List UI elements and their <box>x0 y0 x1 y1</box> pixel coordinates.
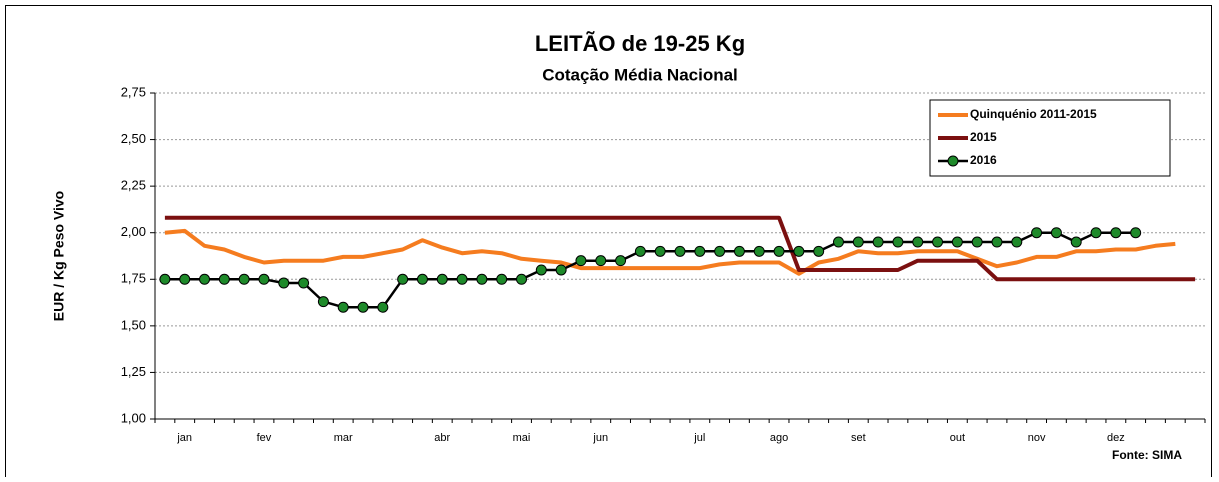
point-marker <box>1031 227 1043 239</box>
y-tick-label: 1,50 <box>121 317 146 332</box>
point-marker <box>753 245 765 257</box>
y-axis-label: EUR / Kg Peso Vivo <box>51 191 67 321</box>
point-marker <box>535 264 547 276</box>
point-marker <box>377 301 389 313</box>
point-marker <box>357 301 369 313</box>
point-marker <box>1070 236 1082 248</box>
y-tick-label: 1,25 <box>121 364 146 379</box>
x-tick-label: nov <box>1028 432 1046 444</box>
point-marker <box>317 296 329 308</box>
source-note: Fonte: SIMA <box>1112 448 1182 462</box>
point-marker <box>932 236 944 248</box>
point-marker <box>258 273 270 285</box>
legend-label: Quinquénio 2011-2015 <box>970 107 1097 121</box>
point-marker <box>575 255 587 267</box>
series-line <box>164 228 1176 276</box>
x-tick-label: fev <box>257 432 272 444</box>
series-line <box>164 215 1196 282</box>
point-marker <box>278 277 290 289</box>
x-tick-label: jul <box>693 432 705 444</box>
legend-marker <box>947 155 959 167</box>
legend-label: 2016 <box>970 153 997 167</box>
x-tick-label: dez <box>1107 432 1125 444</box>
legend-label: 2015 <box>970 130 997 144</box>
point-marker <box>852 236 864 248</box>
point-marker <box>516 273 528 285</box>
point-marker <box>218 273 230 285</box>
point-marker <box>179 273 191 285</box>
point-marker <box>773 245 785 257</box>
chart-title: LEITÃO de 19-25 Kg <box>535 31 745 56</box>
point-marker <box>733 245 745 257</box>
point-marker <box>298 277 310 289</box>
point-marker <box>436 273 448 285</box>
x-tick-label: set <box>851 432 866 444</box>
point-marker <box>714 245 726 257</box>
x-tick-label: mai <box>513 432 531 444</box>
point-marker <box>892 236 904 248</box>
point-marker <box>813 245 825 257</box>
point-marker <box>694 245 706 257</box>
point-marker <box>832 236 844 248</box>
x-tick-label: jun <box>592 432 608 444</box>
x-tick-label: ago <box>770 432 788 444</box>
y-tick-label: 1,00 <box>121 410 146 425</box>
point-marker <box>1110 227 1122 239</box>
chart-border <box>5 5 1212 482</box>
y-tick-label: 2,50 <box>121 131 146 146</box>
point-marker <box>416 273 428 285</box>
y-tick-label: 2,75 <box>121 84 146 99</box>
x-tick-label: out <box>950 432 965 444</box>
point-marker <box>337 301 349 313</box>
point-marker <box>1050 227 1062 239</box>
point-marker <box>991 236 1003 248</box>
point-marker <box>654 245 666 257</box>
legend-box <box>929 99 1171 177</box>
point-marker <box>397 273 409 285</box>
point-marker <box>476 273 488 285</box>
point-marker <box>159 273 171 285</box>
point-marker <box>951 236 963 248</box>
x-tick-label: mar <box>334 432 353 444</box>
point-marker <box>1130 227 1142 239</box>
point-marker <box>793 245 805 257</box>
point-marker <box>971 236 983 248</box>
y-tick-label: 1,75 <box>121 271 146 286</box>
point-marker <box>615 255 627 267</box>
point-marker <box>595 255 607 267</box>
point-marker <box>634 245 646 257</box>
x-tick-label: jan <box>176 432 192 444</box>
point-marker <box>1090 227 1102 239</box>
y-tick-label: 2,00 <box>121 224 146 239</box>
point-marker <box>872 236 884 248</box>
point-marker <box>912 236 924 248</box>
point-marker <box>238 273 250 285</box>
point-marker <box>456 273 468 285</box>
x-tick-label: abr <box>434 432 450 444</box>
chart-subtitle: Cotação Média Nacional <box>542 65 738 84</box>
point-marker <box>496 273 508 285</box>
y-tick-label: 2,25 <box>121 178 146 193</box>
point-marker <box>555 264 567 276</box>
point-marker <box>1011 236 1023 248</box>
point-marker <box>199 273 211 285</box>
point-marker <box>674 245 686 257</box>
